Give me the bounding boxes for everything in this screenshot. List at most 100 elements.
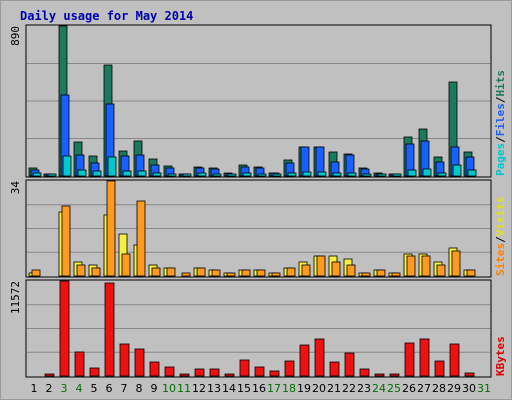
bar-pages-day-1	[32, 172, 42, 177]
day-label-10: 10	[162, 382, 176, 395]
bar-kbytes-day-19	[299, 344, 310, 377]
bar-sites-day-28	[436, 264, 446, 277]
day-label-27: 27	[417, 382, 431, 395]
bar-pages-day-13	[212, 173, 222, 177]
bar-sites-day-24	[376, 269, 386, 277]
legend-hits-panel: Pages/Files/Hits	[494, 70, 507, 176]
bar-kbytes-day-4	[74, 351, 85, 377]
bar-pages-day-30	[467, 169, 477, 177]
bar-pages-day-7	[122, 170, 132, 177]
day-label-13: 13	[207, 382, 221, 395]
bar-pages-day-20	[317, 171, 327, 177]
bar-kbytes-day-28	[434, 360, 445, 377]
bar-kbytes-day-29	[449, 343, 460, 377]
bar-sites-day-1	[31, 269, 41, 277]
day-label-31: 31	[477, 382, 491, 395]
legend-separator: /	[494, 136, 507, 143]
bar-pages-day-14	[227, 173, 237, 177]
bar-pages-day-4	[77, 169, 87, 177]
bar-pages-day-12	[197, 172, 207, 177]
bar-kbytes-day-22	[344, 352, 355, 377]
bar-sites-day-10	[166, 267, 176, 277]
bar-pages-day-8	[137, 170, 147, 177]
day-label-15: 15	[237, 382, 251, 395]
bar-kbytes-day-15	[239, 359, 250, 377]
bar-pages-day-27	[422, 168, 432, 177]
bar-sites-day-15	[241, 269, 251, 277]
bar-kbytes-day-18	[284, 360, 295, 377]
bar-kbytes-day-6	[104, 282, 115, 377]
bar-sites-day-6	[106, 180, 116, 277]
bar-sites-day-29	[451, 250, 461, 277]
bar-pages-day-28	[437, 172, 447, 177]
bar-sites-day-13	[211, 269, 221, 277]
bar-pages-day-19	[302, 171, 312, 177]
bar-sites-day-14	[226, 272, 236, 277]
day-label-16: 16	[252, 382, 266, 395]
bar-kbytes-day-26	[404, 342, 415, 377]
legend-separator: /	[494, 96, 507, 103]
day-label-23: 23	[357, 382, 371, 395]
bar-pages-day-29	[452, 164, 462, 177]
legend-visits-panel: Sites/Visits	[494, 197, 507, 277]
day-label-18: 18	[282, 382, 296, 395]
day-label-11: 11	[177, 382, 191, 395]
bar-kbytes-day-25	[389, 373, 400, 377]
chart-title: Daily usage for May 2014	[20, 9, 193, 23]
day-label-28: 28	[432, 382, 446, 395]
bar-sites-day-7	[121, 253, 131, 277]
day-label-7: 7	[121, 382, 128, 395]
bar-kbytes-day-3	[59, 280, 70, 377]
bar-sites-day-4	[76, 264, 86, 277]
bar-pages-day-21	[332, 172, 342, 177]
day-label-30: 30	[462, 382, 476, 395]
bar-pages-day-16	[257, 173, 267, 177]
bar-kbytes-day-30	[464, 372, 475, 377]
day-label-5: 5	[91, 382, 98, 395]
legend-pages: Pages	[494, 143, 507, 176]
bar-pages-day-2	[47, 173, 57, 177]
bar-kbytes-day-20	[314, 338, 325, 377]
bar-kbytes-day-16	[254, 366, 265, 377]
legend-kbytes: KBytes	[494, 336, 507, 376]
panel-frames	[25, 24, 492, 378]
day-label-4: 4	[76, 382, 83, 395]
bar-kbytes-day-9	[149, 361, 160, 377]
bar-pages-day-23	[362, 173, 372, 177]
bar-kbytes-day-23	[359, 368, 370, 377]
bar-sites-day-16	[256, 269, 266, 277]
day-label-19: 19	[297, 382, 311, 395]
bar-pages-day-9	[152, 172, 162, 177]
day-label-8: 8	[136, 382, 143, 395]
bar-pages-day-5	[92, 170, 102, 177]
legend-sites: Sites	[494, 243, 507, 276]
bar-pages-day-18	[287, 172, 297, 177]
day-label-20: 20	[312, 382, 326, 395]
bar-kbytes-day-24	[374, 373, 385, 377]
bars	[28, 25, 477, 377]
bar-kbytes-day-13	[209, 368, 220, 377]
bar-sites-day-18	[286, 267, 296, 277]
bar-kbytes-day-21	[329, 361, 340, 377]
bar-kbytes-day-2	[44, 373, 55, 377]
bar-kbytes-day-7	[119, 343, 130, 377]
bar-pages-day-10	[167, 173, 177, 177]
bar-kbytes-day-5	[89, 367, 100, 377]
bar-sites-day-26	[406, 255, 416, 277]
panel-hits-ymax: 890	[9, 26, 22, 46]
bar-pages-day-11	[182, 173, 192, 177]
bar-pages-day-6	[107, 156, 117, 177]
day-label-2: 2	[46, 382, 53, 395]
bar-pages-day-24	[377, 173, 387, 177]
panel-visits-ymax: 34	[9, 181, 22, 195]
bar-sites-day-20	[316, 255, 326, 277]
bar-pages-day-3	[62, 155, 72, 177]
bar-sites-day-11	[181, 272, 191, 277]
legend-separator: /	[494, 236, 507, 243]
bar-sites-day-12	[196, 267, 206, 277]
bar-kbytes-day-12	[194, 368, 205, 377]
day-label-1: 1	[31, 382, 38, 395]
bar-sites-day-21	[331, 261, 341, 277]
bar-kbytes-day-17	[269, 370, 280, 377]
